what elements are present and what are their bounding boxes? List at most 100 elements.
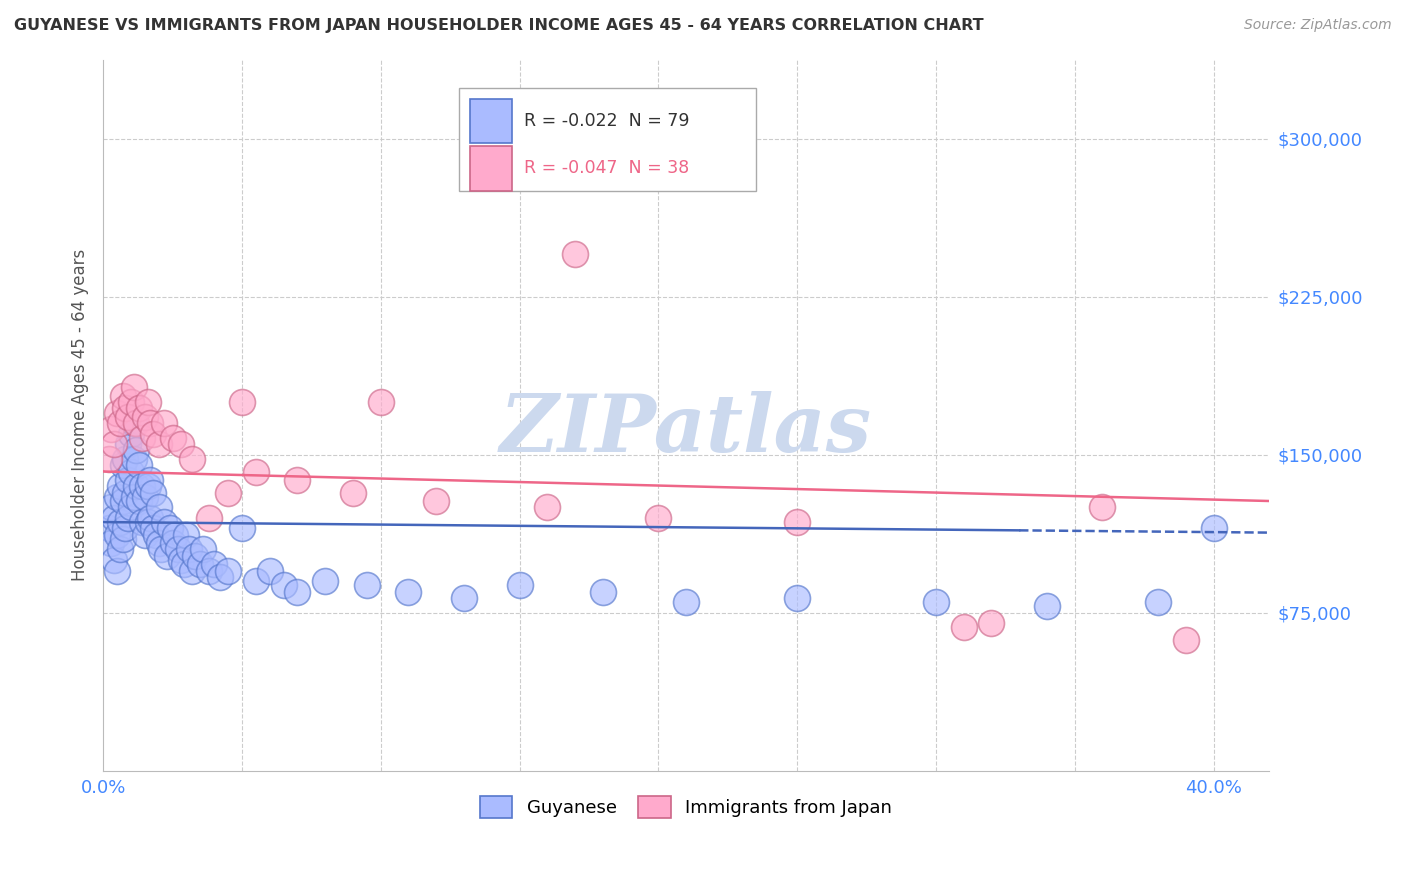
Point (287, 584, 309, 599)
Point (128, 458, 150, 473)
Text: GUYANESE VS IMMIGRANTS FROM JAPAN HOUSEHOLDER INCOME AGES 45 - 64 YEARS CORRELAT: GUYANESE VS IMMIGRANTS FROM JAPAN HOUSEH… (14, 18, 984, 33)
Point (105, 564, 128, 578)
Point (181, 451, 204, 466)
Point (148, 500, 170, 515)
Point (925, 595, 948, 609)
Point (131, 515, 153, 529)
Point (114, 521, 136, 535)
Point (980, 616, 1002, 631)
Point (117, 473, 139, 487)
Point (142, 485, 165, 500)
Y-axis label: Householder Income Ages 45 - 64 years: Householder Income Ages 45 - 64 years (72, 249, 89, 582)
Point (647, 511, 669, 525)
Point (117, 511, 139, 525)
Point (111, 458, 134, 473)
Point (173, 558, 195, 572)
Point (139, 416, 162, 430)
Point (592, 584, 614, 599)
Point (108, 515, 131, 529)
Point (217, 485, 239, 500)
Point (105, 527, 128, 541)
Point (1147, 595, 1170, 609)
Point (176, 527, 198, 541)
Point (153, 515, 176, 529)
Point (117, 437, 139, 451)
Point (125, 479, 148, 493)
Point (128, 494, 150, 508)
Point (134, 490, 156, 504)
Point (128, 401, 150, 416)
Point (170, 553, 193, 567)
Point (134, 409, 156, 424)
Point (202, 558, 225, 572)
Point (1091, 500, 1114, 515)
Point (342, 485, 364, 500)
Point (136, 515, 159, 529)
Point (314, 574, 336, 588)
Point (114, 451, 136, 466)
Point (1174, 633, 1197, 648)
Point (191, 542, 214, 557)
Point (120, 395, 142, 409)
Point (139, 511, 162, 525)
Point (148, 536, 170, 550)
Point (259, 564, 281, 578)
FancyBboxPatch shape (471, 146, 512, 191)
Point (786, 591, 808, 605)
Point (122, 380, 145, 394)
Point (100, 536, 122, 550)
Point (370, 395, 392, 409)
Point (287, 473, 309, 487)
Point (153, 416, 176, 430)
Point (167, 542, 190, 557)
Point (231, 395, 253, 409)
Point (184, 549, 207, 563)
Point (108, 542, 131, 557)
Point (108, 479, 131, 493)
FancyBboxPatch shape (458, 88, 756, 191)
Point (100, 500, 122, 515)
Point (131, 431, 153, 445)
Point (188, 558, 211, 572)
Point (114, 485, 136, 500)
Point (134, 527, 156, 541)
Point (114, 401, 136, 416)
Point (165, 527, 187, 541)
Point (208, 570, 231, 584)
Point (453, 591, 475, 605)
Point (1036, 599, 1059, 614)
Point (425, 494, 447, 508)
Point (356, 578, 378, 592)
Point (148, 437, 170, 451)
Point (170, 437, 193, 451)
Point (675, 595, 697, 609)
Point (122, 451, 145, 466)
Point (142, 426, 165, 441)
Point (120, 426, 142, 441)
Point (131, 479, 153, 493)
Point (136, 479, 159, 493)
Point (156, 549, 179, 563)
Text: R = -0.047  N = 38: R = -0.047 N = 38 (524, 160, 689, 178)
Point (245, 465, 267, 479)
Point (197, 564, 219, 578)
Point (162, 536, 184, 550)
Point (103, 511, 125, 525)
Point (536, 500, 558, 515)
Point (136, 395, 159, 409)
FancyBboxPatch shape (471, 99, 512, 143)
Text: R = -0.022  N = 79: R = -0.022 N = 79 (524, 112, 689, 130)
Point (125, 416, 148, 430)
Point (97, 521, 120, 535)
Point (105, 405, 128, 419)
Point (139, 473, 162, 487)
Point (120, 500, 142, 515)
Point (231, 521, 253, 535)
Point (100, 422, 122, 436)
Point (786, 515, 808, 529)
Point (564, 247, 586, 261)
Point (120, 465, 142, 479)
Point (159, 521, 181, 535)
Point (97, 451, 120, 466)
Point (125, 443, 148, 458)
